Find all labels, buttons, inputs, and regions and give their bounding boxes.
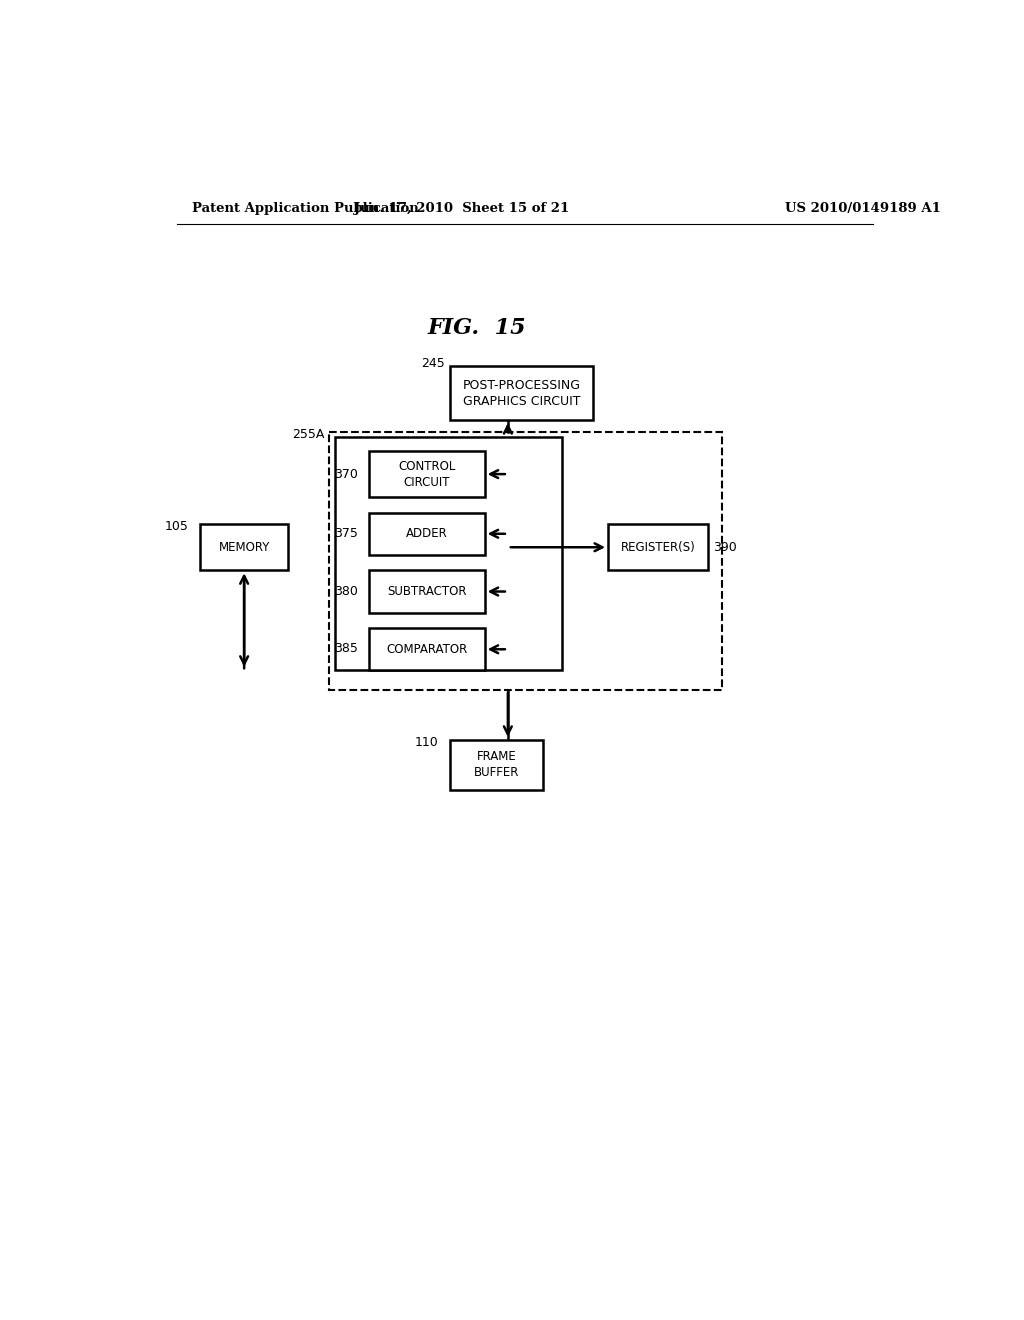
Text: 105: 105 <box>165 520 188 533</box>
Bar <box>608 524 708 570</box>
Bar <box>335 437 562 669</box>
Text: US 2010/0149189 A1: US 2010/0149189 A1 <box>785 202 941 215</box>
Text: COMPARATOR: COMPARATOR <box>386 643 468 656</box>
Text: 380: 380 <box>334 585 357 598</box>
Text: FIG.  15: FIG. 15 <box>428 317 526 339</box>
Text: 255A: 255A <box>292 428 325 441</box>
Text: 375: 375 <box>334 527 357 540</box>
Text: 385: 385 <box>334 643 357 656</box>
Bar <box>330 432 722 689</box>
Text: Patent Application Publication: Patent Application Publication <box>193 202 419 215</box>
Text: FRAME
BUFFER: FRAME BUFFER <box>474 750 519 779</box>
Bar <box>370 628 484 671</box>
Bar <box>370 451 484 498</box>
Bar <box>370 512 484 554</box>
Bar <box>370 570 484 612</box>
Text: 245: 245 <box>421 358 444 371</box>
Bar <box>200 524 289 570</box>
Text: 370: 370 <box>334 467 357 480</box>
Bar <box>451 367 593 420</box>
Bar <box>451 739 543 789</box>
Text: 110: 110 <box>415 735 438 748</box>
Text: Jun. 17, 2010  Sheet 15 of 21: Jun. 17, 2010 Sheet 15 of 21 <box>354 202 569 215</box>
Text: POST-PROCESSING
GRAPHICS CIRCUIT: POST-PROCESSING GRAPHICS CIRCUIT <box>462 379 581 408</box>
Text: REGISTER(S): REGISTER(S) <box>621 541 695 554</box>
Text: MEMORY: MEMORY <box>218 541 269 554</box>
Text: ADDER: ADDER <box>407 527 447 540</box>
Text: 390: 390 <box>714 541 737 554</box>
Text: CONTROL
CIRCUIT: CONTROL CIRCUIT <box>398 459 456 488</box>
Text: SUBTRACTOR: SUBTRACTOR <box>387 585 467 598</box>
